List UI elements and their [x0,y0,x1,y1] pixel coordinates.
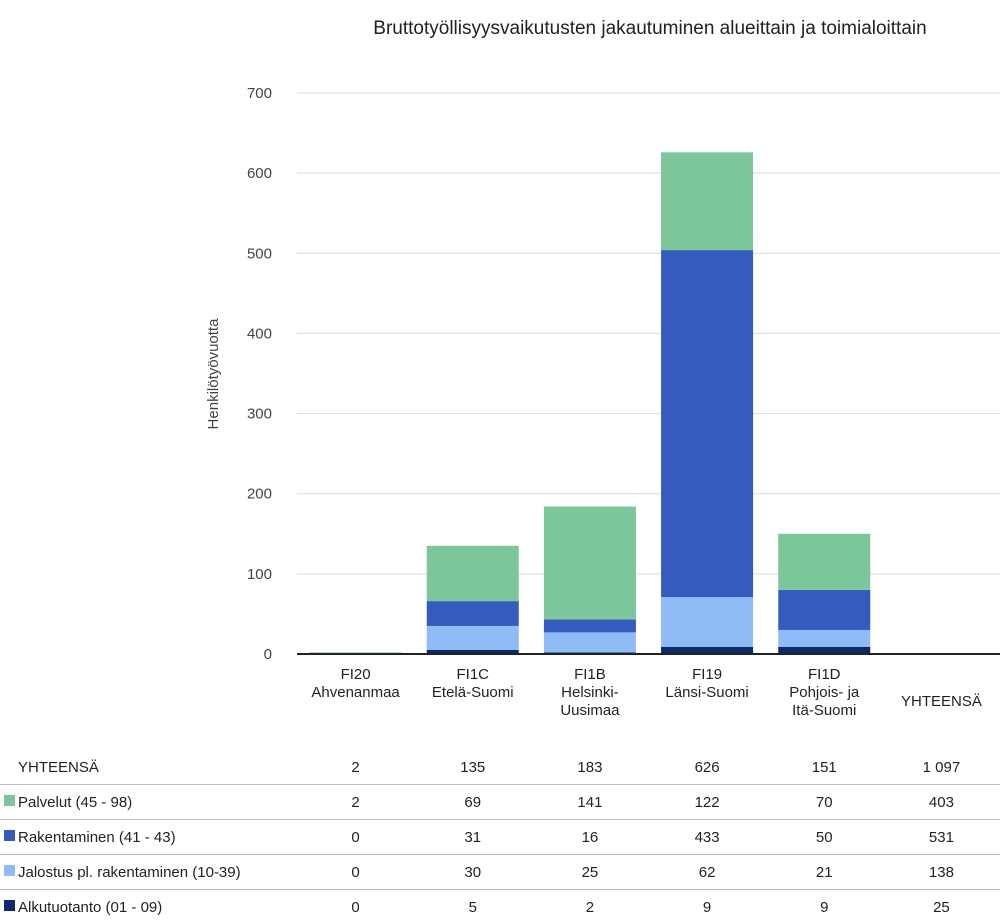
table-row-label: Alkutuotanto (01 - 09) [18,899,162,916]
table-cell: 141 [577,794,602,811]
table-cell: 31 [464,829,481,846]
bar-segment [661,152,754,251]
y-axis-title: Henkilötyövuotta [205,318,222,430]
chart-title: Bruttotyöllisyysvaikutusten jakautuminen… [373,18,926,39]
bar-segment [426,649,519,654]
table-cell: 433 [695,829,720,846]
x-tick-label: Itä-Suomi [792,702,856,719]
table-cell: 138 [929,864,954,881]
bar-segment [426,601,519,626]
y-tick-label: 200 [247,486,272,503]
bar-segment [543,506,636,620]
x-tick-label: FI20 [341,666,371,683]
table-cell: 0 [351,829,359,846]
table-cell: 1 097 [923,759,961,776]
bar-segment [661,597,754,647]
legend-swatch [4,865,15,876]
table-row-label: Jalostus pl. rakentaminen (10-39) [18,864,241,881]
x-tick-label: FI1B [574,666,606,683]
y-tick-label: 400 [247,325,272,342]
bar-segment [426,545,519,602]
table-cell: 70 [816,794,833,811]
bar-segment [778,629,871,647]
legend-swatch [4,830,15,841]
bar-segment [778,589,871,630]
table-cell: 403 [929,794,954,811]
y-tick-label: 0 [264,646,272,663]
bar-segment [661,646,754,654]
gridlines [297,92,1000,575]
table-cell: 25 [582,864,599,881]
x-tick-label: Ahvenanmaa [311,684,400,701]
x-tick-label: Helsinki- [561,684,619,701]
table-cell: 9 [703,899,711,916]
y-tick-label: 100 [247,566,272,583]
x-tick-label: Länsi-Suomi [665,684,748,701]
table-cell: 531 [929,829,954,846]
y-tick-label: 500 [247,245,272,262]
bar-segment [778,533,871,590]
table-cell: 151 [812,759,837,776]
table-cell: 2 [586,899,594,916]
legend-swatch [4,900,15,911]
x-tick-label: FI19 [692,666,722,683]
table-cell: 2 [351,794,359,811]
table-cell: 30 [464,864,481,881]
x-tick-label: Pohjois- ja [789,684,860,701]
table-row-label: Palvelut (45 - 98) [18,794,132,811]
y-tick-label: 300 [247,406,272,423]
table-cell: 183 [577,759,602,776]
table-cell: 0 [351,899,359,916]
x-tick-label: FI1D [808,666,841,683]
bar-segment [426,625,519,650]
table-cell: 69 [464,794,481,811]
table-cell: 25 [933,899,950,916]
table-cell: 50 [816,829,833,846]
table-cell: 9 [820,899,828,916]
table-row-label: YHTEENSÄ [18,759,99,776]
x-tick-label: Uusimaa [560,702,620,719]
bar-segment [543,632,636,653]
table-cell: 21 [816,864,833,881]
table-row-label: Rakentaminen (41 - 43) [18,829,176,846]
table-cell: 5 [469,899,477,916]
y-axis-ticks: 0 100 200 300 400 500 600 700 [247,85,272,663]
y-tick-label: 600 [247,165,272,182]
data-table: YHTEENSÄ 2 135 183 626 151 1 097 Palvelut (45 -… [0,759,1000,916]
table-cell: 0 [351,864,359,881]
table-cell: 16 [582,829,599,846]
bars [309,152,871,654]
bar-segment [778,646,871,654]
table-cell: 135 [460,759,485,776]
y-tick-label: 700 [247,85,272,102]
x-tick-label: FI1C [456,666,489,683]
bar-segment [661,250,754,598]
x-tick-label: YHTEENSÄ [901,693,982,710]
x-tick-label: Etelä-Suomi [432,684,514,701]
table-cell: 122 [695,794,720,811]
legend-swatch [4,795,15,806]
table-cell: 2 [351,759,359,776]
bar-segment [543,619,636,633]
table-cell: 626 [695,759,720,776]
table-cell: 62 [699,864,716,881]
